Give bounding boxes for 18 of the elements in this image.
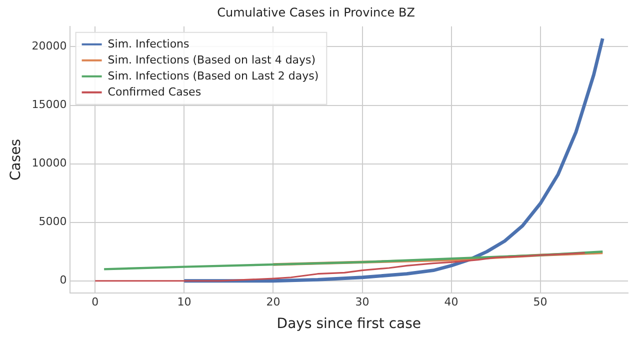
chart-title: Cumulative Cases in Province BZ: [217, 5, 415, 20]
y-axis-title: Cases: [8, 138, 24, 180]
y-tick-label: 10000: [32, 156, 67, 170]
x-tick-label: 40: [444, 295, 458, 308]
y-tick-label: 5000: [38, 215, 67, 228]
x-axis-title: Days since first case: [276, 316, 421, 332]
legend-label: Sim. Infections: [108, 37, 190, 50]
legend-label: Confirmed Cases: [108, 85, 202, 98]
legend-label: Sim. Infections (Based on Last 2 days): [108, 69, 319, 82]
y-tick-label: 15000: [32, 98, 67, 112]
y-tick-label: 0: [60, 274, 67, 287]
x-tick-label: 20: [266, 295, 280, 308]
y-tick-label: 20000: [32, 40, 67, 53]
legend-label: Sim. Infections (Based on last 4 days): [108, 53, 316, 66]
x-tick-label: 10: [177, 295, 192, 308]
x-tick-label: 0: [92, 295, 99, 308]
x-tick-label: 50: [533, 295, 548, 308]
x-tick-label: 30: [355, 295, 370, 308]
